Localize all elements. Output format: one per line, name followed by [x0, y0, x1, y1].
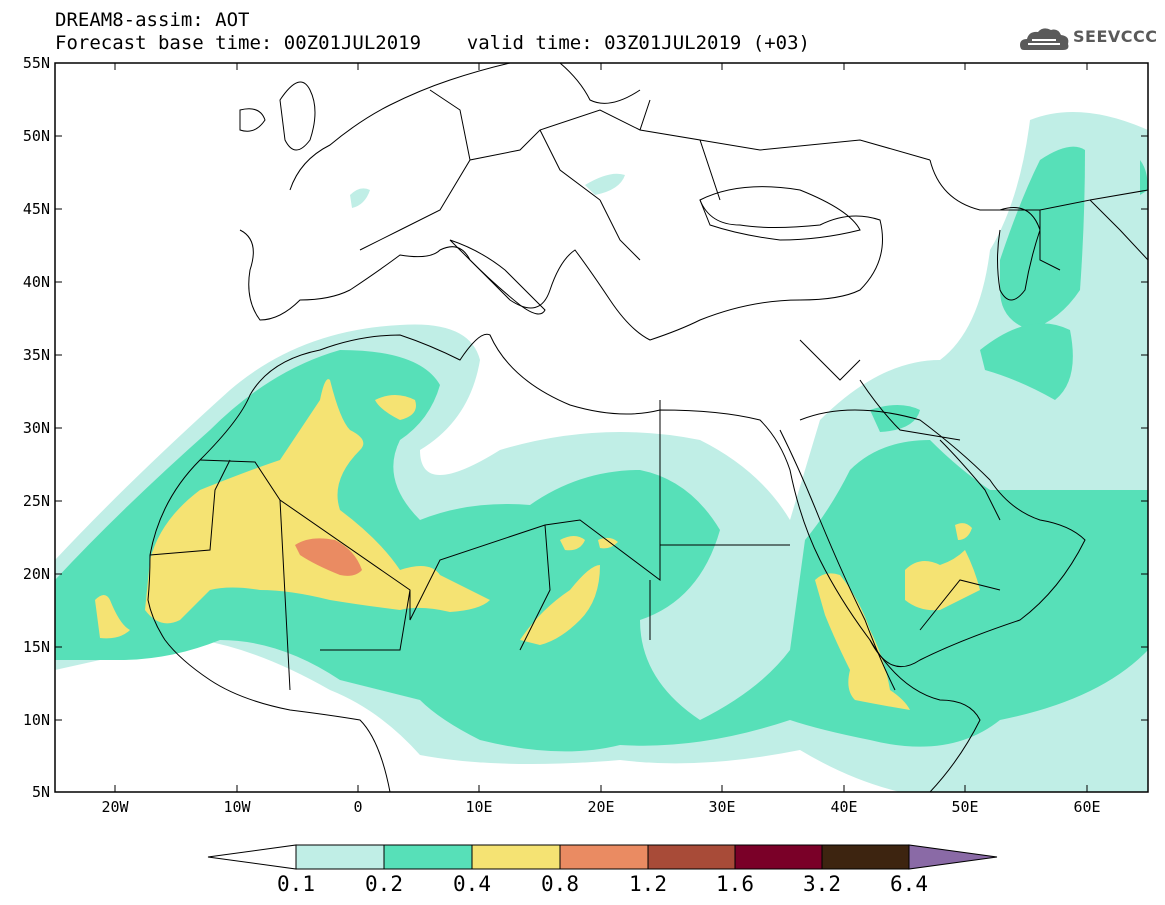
lat-label: 25N	[22, 492, 50, 510]
aot-band-0.4-chad	[520, 565, 600, 645]
europe-borders	[359, 89, 931, 261]
aot-band-0.1-patch2	[350, 188, 370, 208]
lon-label: 60E	[1073, 798, 1101, 816]
aot-band-0.4-arabia2	[955, 523, 972, 540]
lat-label: 5N	[31, 783, 50, 801]
lon-label: 0	[353, 798, 363, 816]
italy-coast	[449, 239, 546, 315]
colorbar-segment-3.2	[821, 844, 910, 870]
forecast-time-subtitle: Forecast base time: 00Z01JUL2019 valid t…	[55, 32, 810, 54]
lat-label: 50N	[22, 127, 50, 145]
lat-label: 30N	[22, 419, 50, 437]
central-asia-borders	[929, 159, 1148, 271]
colorbar-segment-0.2	[383, 844, 473, 870]
middle-east-borders	[799, 339, 1001, 631]
lat-label: 55N	[22, 54, 50, 72]
caspian-coast	[997, 207, 1041, 301]
aot-band-0.8	[295, 538, 362, 576]
lat-label: 35N	[22, 346, 50, 364]
aot-band-0.4-redsea	[815, 573, 910, 710]
aot-band-0.1-patch	[585, 173, 625, 195]
uk-coast	[239, 81, 316, 151]
lon-label: 40E	[830, 798, 858, 816]
colorbar-high-arrow	[908, 844, 998, 870]
colorbar-label: 1.2	[629, 872, 667, 896]
colorbar-segment-0.4	[471, 844, 561, 870]
lon-label: 30E	[708, 798, 736, 816]
colorbar-label: 3.2	[803, 872, 841, 896]
colorbar-label: 0.2	[365, 872, 403, 896]
colorbar-label: 6.4	[890, 872, 928, 896]
colorbar-segment-0.8	[559, 844, 649, 870]
black-sea-coast	[699, 186, 861, 241]
colorbar-label: 0.1	[277, 872, 315, 896]
colorbar-label: 0.4	[453, 872, 491, 896]
lat-label: 20N	[22, 565, 50, 583]
logo-text: SEEVCCC	[1073, 27, 1158, 46]
colorbar-label: 0.8	[541, 872, 579, 896]
colorbar-label: 1.6	[716, 872, 754, 896]
colorbar	[207, 844, 998, 870]
aot-band-0.2-iran	[980, 323, 1073, 400]
africa-coastline	[147, 333, 981, 792]
aot-band-0.4-arabia	[905, 550, 980, 611]
lon-label: 20E	[587, 798, 615, 816]
lon-label: 10E	[465, 798, 493, 816]
aot-band-0.4-libya	[560, 536, 618, 551]
persian-gulf-coast	[939, 439, 1001, 521]
coastlines-and-borders	[147, 63, 1148, 792]
aot-band-0.4-north	[375, 395, 416, 420]
colorbar-low-arrow	[207, 844, 297, 870]
aot-band-0.4-west	[145, 379, 490, 624]
cloud-logo-icon	[1020, 28, 1069, 50]
map-title: DREAM8-assim: AOT	[55, 9, 250, 31]
aot-contour-fields	[55, 112, 1148, 792]
aot-band-0.2-east	[1140, 160, 1148, 195]
red-sea-coast	[779, 429, 896, 691]
lon-label: 50E	[951, 798, 979, 816]
europe-coastline	[239, 199, 883, 341]
lat-label: 10N	[22, 711, 50, 729]
arabia-coast	[799, 409, 1086, 668]
lat-label: 45N	[22, 200, 50, 218]
axis-ticks	[55, 62, 1148, 792]
lat-label: 15N	[22, 638, 50, 656]
aot-band-0.2-caspian	[1000, 146, 1085, 330]
north-europe-coast	[289, 63, 641, 191]
aot-band-0.4-coast	[95, 595, 130, 639]
colorbar-segment-1.6	[734, 844, 823, 870]
lat-label: 40N	[22, 273, 50, 291]
colorbar-segment-1.2	[647, 844, 736, 870]
lon-label: 20W	[101, 798, 129, 816]
colorbar-segment-0.1	[295, 844, 385, 870]
lon-label: 10W	[223, 798, 251, 816]
sahara-borders	[149, 400, 790, 691]
